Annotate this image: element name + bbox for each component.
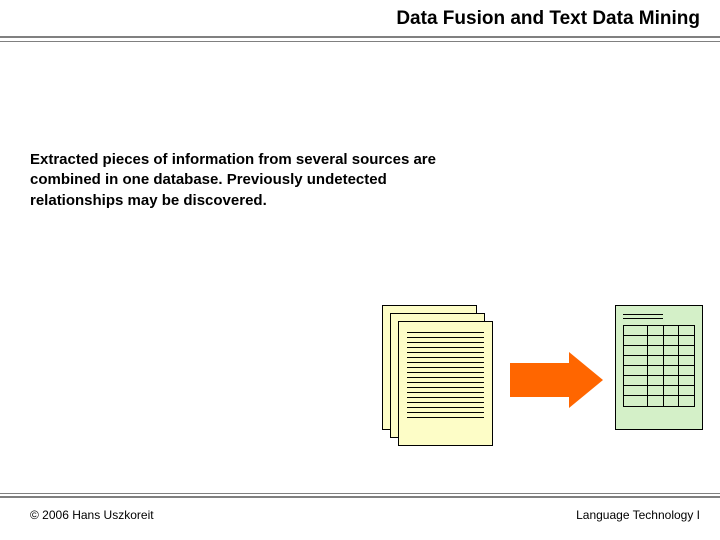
database-table-icon bbox=[615, 305, 703, 430]
title-rule-thick bbox=[0, 36, 720, 38]
document-page bbox=[398, 321, 493, 446]
title-rule-thin bbox=[0, 41, 720, 42]
slide-title: Data Fusion and Text Data Mining bbox=[396, 8, 700, 30]
footer-rule-thick bbox=[0, 496, 720, 498]
documents-stack bbox=[382, 305, 502, 455]
footer-rule-thin bbox=[0, 493, 720, 494]
body-text: Extracted pieces of information from sev… bbox=[30, 150, 450, 211]
footer-copyright: © 2006 Hans Uszkoreit bbox=[30, 508, 154, 522]
footer-course: Language Technology I bbox=[576, 508, 700, 522]
